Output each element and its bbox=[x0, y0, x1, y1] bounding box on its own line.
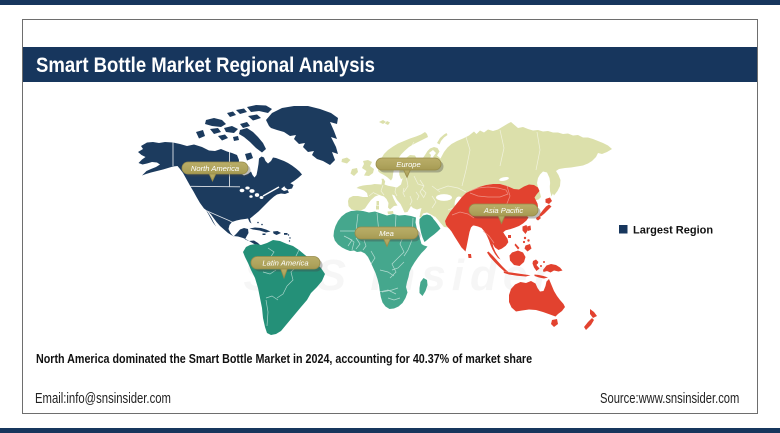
svg-text:North America: North America bbox=[191, 164, 239, 173]
svg-text:Largest Region: Largest Region bbox=[633, 225, 713, 237]
svg-text:Asia Pacific: Asia Pacific bbox=[483, 206, 523, 215]
svg-text:Latin America: Latin America bbox=[262, 258, 308, 267]
svg-text:Europe: Europe bbox=[396, 160, 421, 169]
svg-text:Mea: Mea bbox=[379, 229, 394, 238]
